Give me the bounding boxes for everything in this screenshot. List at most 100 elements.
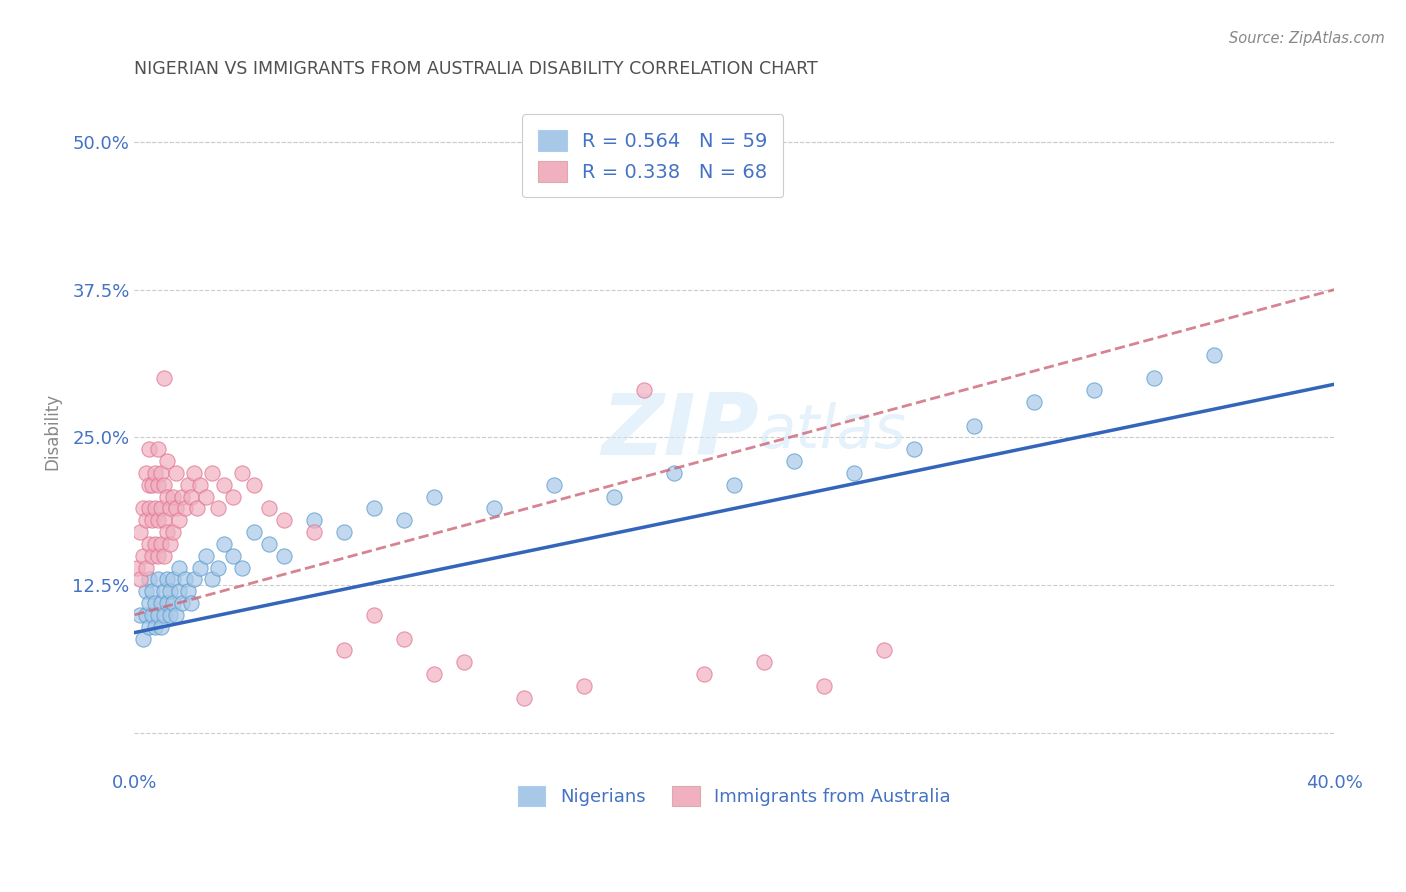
Point — [150, 596, 173, 610]
Point — [304, 513, 326, 527]
Point — [172, 490, 194, 504]
Point — [633, 383, 655, 397]
Point — [363, 501, 385, 516]
Point — [963, 418, 986, 433]
Point — [177, 584, 200, 599]
Text: NIGERIAN VS IMMIGRANTS FROM AUSTRALIA DISABILITY CORRELATION CHART: NIGERIAN VS IMMIGRANTS FROM AUSTRALIA DI… — [135, 60, 818, 78]
Point — [159, 584, 181, 599]
Point — [231, 560, 253, 574]
Point — [162, 596, 184, 610]
Point — [166, 466, 188, 480]
Point — [129, 573, 152, 587]
Point — [180, 490, 202, 504]
Y-axis label: Disability: Disability — [44, 393, 60, 470]
Point — [135, 560, 157, 574]
Point — [190, 477, 212, 491]
Point — [141, 584, 163, 599]
Point — [153, 477, 176, 491]
Point — [153, 513, 176, 527]
Point — [195, 549, 218, 563]
Point — [243, 477, 266, 491]
Point — [423, 490, 446, 504]
Point — [183, 466, 205, 480]
Point — [174, 573, 197, 587]
Point — [363, 607, 385, 622]
Point — [190, 560, 212, 574]
Point — [138, 573, 160, 587]
Point — [903, 442, 925, 457]
Point — [813, 679, 835, 693]
Point — [1083, 383, 1105, 397]
Point — [333, 643, 356, 657]
Point — [333, 524, 356, 539]
Point — [138, 537, 160, 551]
Point — [166, 607, 188, 622]
Text: atlas: atlas — [758, 402, 907, 461]
Legend: Nigerians, Immigrants from Australia: Nigerians, Immigrants from Australia — [510, 780, 957, 814]
Point — [138, 442, 160, 457]
Point — [145, 596, 167, 610]
Point — [214, 537, 236, 551]
Point — [132, 632, 155, 646]
Point — [180, 596, 202, 610]
Point — [169, 584, 191, 599]
Point — [138, 620, 160, 634]
Point — [273, 513, 295, 527]
Point — [259, 537, 281, 551]
Point — [723, 477, 745, 491]
Point — [664, 466, 686, 480]
Point — [169, 513, 191, 527]
Point — [174, 501, 197, 516]
Point — [127, 560, 149, 574]
Point — [141, 477, 163, 491]
Point — [304, 524, 326, 539]
Point — [162, 524, 184, 539]
Point — [135, 584, 157, 599]
Point — [783, 454, 806, 468]
Point — [873, 643, 896, 657]
Point — [1143, 371, 1166, 385]
Point — [214, 477, 236, 491]
Point — [138, 596, 160, 610]
Point — [159, 501, 181, 516]
Point — [148, 607, 170, 622]
Point — [207, 501, 229, 516]
Point — [153, 584, 176, 599]
Point — [394, 632, 416, 646]
Point — [148, 513, 170, 527]
Text: Source: ZipAtlas.com: Source: ZipAtlas.com — [1229, 31, 1385, 46]
Point — [150, 466, 173, 480]
Point — [135, 466, 157, 480]
Point — [574, 679, 596, 693]
Point — [153, 549, 176, 563]
Point — [177, 477, 200, 491]
Point — [844, 466, 866, 480]
Point — [138, 477, 160, 491]
Point — [148, 573, 170, 587]
Point — [166, 501, 188, 516]
Point — [148, 477, 170, 491]
Point — [423, 667, 446, 681]
Point — [141, 607, 163, 622]
Point — [156, 596, 179, 610]
Point — [132, 549, 155, 563]
Point — [141, 549, 163, 563]
Point — [183, 573, 205, 587]
Point — [273, 549, 295, 563]
Point — [201, 466, 224, 480]
Point — [603, 490, 626, 504]
Point — [153, 607, 176, 622]
Point — [159, 607, 181, 622]
Point — [162, 490, 184, 504]
Point — [135, 607, 157, 622]
Point — [162, 573, 184, 587]
Point — [453, 655, 475, 669]
Point — [129, 524, 152, 539]
Point — [129, 607, 152, 622]
Point — [148, 442, 170, 457]
Point — [222, 549, 245, 563]
Point — [153, 371, 176, 385]
Point — [169, 560, 191, 574]
Point — [1024, 395, 1046, 409]
Point — [132, 501, 155, 516]
